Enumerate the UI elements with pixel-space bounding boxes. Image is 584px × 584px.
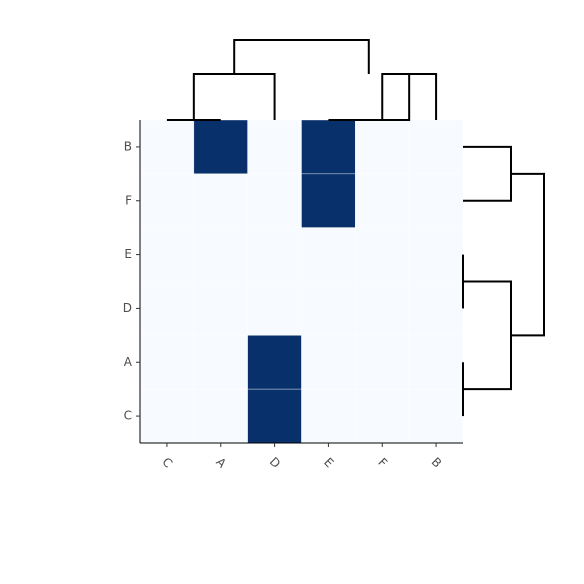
- heatmap-cell-B-A: [193, 119, 248, 175]
- x-tick-label: F: [375, 455, 390, 470]
- heatmap-cell-C-E: [301, 388, 356, 444]
- heatmap-cell-C-A: [193, 388, 248, 444]
- heatmap-cell-D-D: [247, 281, 302, 336]
- y-axis-tick-labels: B F E D A C: [123, 139, 140, 423]
- heatmap-axes: [139, 120, 463, 444]
- x-tick-label: B: [429, 455, 445, 471]
- y-tick-label: A: [124, 355, 133, 369]
- heatmap-cell-B-D: [247, 119, 302, 175]
- heatmap-cell-F-E: [301, 173, 356, 228]
- heatmap-cell-E-E: [301, 227, 356, 282]
- heatmap-cell-A-F: [355, 335, 410, 390]
- row-dendrogram-link-b-f: [463, 145, 512, 202]
- heatmap-cell-E-C: [139, 227, 195, 282]
- heatmap-cell-D-A: [193, 281, 248, 336]
- heatmap-cell-A-B: [408, 335, 464, 390]
- column-dendrogram-link-root: [233, 39, 370, 74]
- x-tick-label: C: [159, 455, 175, 471]
- heatmap-cell-F-A: [193, 173, 248, 228]
- heatmap-cell-F-F: [355, 173, 410, 228]
- y-tick-label: E: [124, 247, 132, 261]
- heatmap-cell-A-E: [301, 335, 356, 390]
- heatmap-cell-A-C: [139, 335, 195, 390]
- heatmap-cell-D-C: [139, 281, 195, 336]
- heatmap-cell-E-A: [193, 227, 248, 282]
- x-tick-label: A: [213, 455, 229, 471]
- heatmap-cell-A-D: [247, 335, 302, 390]
- heatmap-cell-C-C: [139, 388, 195, 444]
- heatmap-cell-D-B: [408, 281, 464, 336]
- row-dendrogram: [462, 145, 545, 417]
- heatmap-cell-F-D: [247, 173, 302, 228]
- column-dendrogram-link-e-fb: [328, 74, 411, 121]
- heatmap-cell-B-B: [408, 119, 464, 175]
- heatmap-cell-E-F: [355, 227, 410, 282]
- heatmap-cell-F-C: [139, 173, 195, 228]
- y-tick-label: F: [125, 193, 132, 207]
- heatmap-cell-D-F: [355, 281, 410, 336]
- heatmap-cell-B-C: [139, 119, 195, 175]
- y-tick-label: C: [124, 409, 132, 423]
- heatmap-cell-E-D: [247, 227, 302, 282]
- heatmap-cell-C-D: [247, 388, 302, 444]
- row-dendrogram-link-ed-ac: [463, 280, 512, 391]
- heatmap-cells: [139, 119, 464, 444]
- x-tick-label: E: [321, 455, 336, 470]
- heatmap-cell-A-A: [193, 335, 248, 390]
- y-tick-label: B: [124, 139, 132, 153]
- heatmap-cell-B-F: [355, 119, 410, 175]
- heatmap-cell-E-B: [408, 227, 464, 282]
- heatmap-cell-D-E: [301, 281, 356, 336]
- heatmap-cell-C-B: [408, 388, 464, 444]
- y-tick-label: D: [123, 301, 132, 315]
- heatmap-cell-B-E: [301, 119, 356, 175]
- heatmap-cell-C-F: [355, 388, 410, 444]
- heatmap-cell-F-B: [408, 173, 464, 228]
- x-tick-label: D: [267, 454, 283, 470]
- row-dendrogram-link-root: [511, 172, 545, 337]
- column-dendrogram: [166, 39, 438, 121]
- column-dendrogram-link-ca-d: [192, 73, 276, 120]
